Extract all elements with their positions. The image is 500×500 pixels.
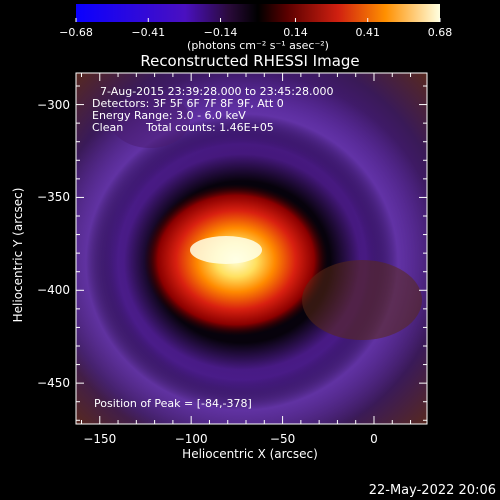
x-tick-label: −50	[269, 432, 296, 446]
y-axis-label: Heliocentric Y (arcsec)	[11, 187, 25, 323]
time-range: 7-Aug-2015 23:39:28.000 to 23:45:28.000	[100, 85, 334, 98]
detectors-label: Detectors: 3F 5F 6F 7F 8F 9F, Att 0	[92, 97, 284, 110]
colorbar-ticks	[75, 18, 441, 22]
colorbar-tick-label: −0.68	[59, 26, 93, 39]
solar-image	[76, 73, 427, 424]
x-tick-label: −150	[83, 432, 117, 446]
plot-frame	[75, 72, 428, 425]
x-axis-label: Heliocentric X (arcsec)	[182, 447, 318, 461]
y-tick-label: −300	[37, 97, 70, 112]
colorbar-tick-label: 0.14	[283, 26, 308, 39]
method-label: Clean	[92, 121, 124, 134]
colorbar-tick-label: −0.41	[131, 26, 166, 39]
colorbar-tick-label: 0.68	[427, 26, 453, 39]
total-counts: Total counts: 1.46E+05	[146, 121, 274, 134]
timestamp: 22-May-2022 20:06	[368, 483, 496, 498]
y-tick-label: −400	[37, 283, 70, 298]
energy-range: Energy Range: 3.0 - 6.0 keV	[92, 109, 246, 122]
chart-title: Reconstructed RHESSI Image	[140, 52, 360, 70]
colorbar-tick-label: 0.41	[355, 26, 380, 39]
y-tick-label: −450	[37, 376, 70, 391]
peak-position: Position of Peak = [-84,-378]	[94, 397, 252, 410]
x-tick-label: −100	[174, 432, 208, 446]
colorbar-tick-label: −0.14	[203, 26, 238, 39]
axis-ticks	[76, 73, 427, 424]
x-tick-label: 0	[370, 432, 378, 446]
colorbar	[76, 4, 440, 22]
colorbar-units: (photons cm⁻² s⁻¹ asec⁻²)	[187, 39, 329, 52]
y-tick-label: −350	[37, 190, 70, 205]
